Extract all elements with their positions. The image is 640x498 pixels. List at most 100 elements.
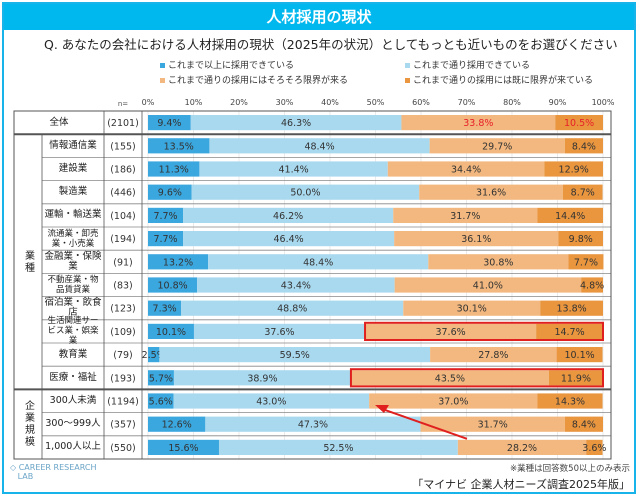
bar-segment bbox=[148, 370, 174, 386]
data-label: 10.5% bbox=[564, 118, 594, 129]
group-label: 業種 bbox=[22, 249, 34, 274]
data-label: 43.4% bbox=[281, 281, 311, 292]
bar-segment bbox=[401, 115, 556, 131]
data-label: 30.8% bbox=[483, 257, 513, 268]
data-label: 36.1% bbox=[461, 234, 491, 245]
bar-segment bbox=[556, 347, 603, 363]
bar-segment bbox=[544, 161, 603, 177]
bar-segment bbox=[183, 231, 395, 247]
n-value: (186) bbox=[110, 165, 136, 176]
x-tick-label: 10% bbox=[185, 98, 203, 107]
n-value: (2101) bbox=[107, 118, 139, 129]
data-label: 14.3% bbox=[555, 397, 585, 408]
row-label: 医療・福祉 bbox=[49, 371, 97, 383]
legend-item: これまで以上に採用できている bbox=[160, 58, 294, 71]
data-label: 13.5% bbox=[164, 141, 194, 152]
x-tick-label: 20% bbox=[230, 98, 248, 107]
data-label: 46.3% bbox=[281, 118, 311, 129]
data-label: 52.5% bbox=[323, 443, 353, 454]
data-label: 11.9% bbox=[561, 373, 591, 384]
bar-segment bbox=[393, 207, 538, 223]
bar-segment bbox=[148, 347, 160, 363]
bar-segment bbox=[205, 416, 421, 432]
row-label: 生活関連サービス業・娯楽業 bbox=[47, 316, 99, 347]
n-value: (79) bbox=[113, 350, 133, 361]
n-value: (550) bbox=[110, 443, 136, 454]
bar-segment bbox=[365, 323, 537, 339]
n-value: (91) bbox=[113, 257, 133, 268]
data-label: 11.3% bbox=[159, 165, 189, 176]
bar-segment bbox=[537, 393, 603, 409]
bar-segment bbox=[369, 393, 538, 409]
bar-segment bbox=[181, 300, 404, 316]
data-label: 43.5% bbox=[435, 373, 465, 384]
n-label: n= bbox=[118, 100, 128, 108]
bar-segment bbox=[562, 184, 603, 200]
bar-segment bbox=[148, 300, 182, 316]
data-label: 10.1% bbox=[564, 350, 594, 361]
legend-item: これまで通りの採用には既に限界が来ている bbox=[405, 73, 593, 86]
bar-segment bbox=[148, 254, 209, 270]
data-label: 29.7% bbox=[482, 141, 512, 152]
data-label: 5.6% bbox=[149, 397, 173, 408]
row-label: 1,000人以上 bbox=[45, 441, 101, 453]
source: 「マイナビ 企業人材ニーズ調査2025年版」 bbox=[412, 478, 630, 491]
bar-segment bbox=[173, 370, 351, 386]
n-value: (357) bbox=[110, 420, 136, 431]
bar-segment bbox=[429, 138, 565, 154]
footnote: ※業種は回答数50以上のみ表示 bbox=[510, 464, 630, 474]
bar-segment bbox=[428, 254, 569, 270]
n-value: (446) bbox=[110, 188, 136, 199]
bar-segment bbox=[387, 161, 545, 177]
data-label: 48.4% bbox=[303, 257, 333, 268]
data-label: 13.2% bbox=[163, 257, 193, 268]
data-label: 9.6% bbox=[158, 188, 182, 199]
n-value: (1194) bbox=[107, 397, 139, 408]
data-label: 4.8% bbox=[580, 281, 604, 292]
data-label: 2.5% bbox=[142, 350, 166, 361]
row-label: 宿泊業・飲食店 bbox=[44, 297, 102, 319]
row-label: 教育業 bbox=[58, 348, 88, 360]
data-label: 41.0% bbox=[473, 281, 503, 292]
data-label: 27.8% bbox=[478, 350, 508, 361]
data-label: 31.7% bbox=[450, 211, 480, 222]
bar-segment bbox=[148, 416, 206, 432]
bar-segment bbox=[208, 254, 429, 270]
bar-segment bbox=[148, 207, 184, 223]
data-label: 48.4% bbox=[304, 141, 334, 152]
x-tick-label: 100% bbox=[592, 98, 615, 107]
row-label: 建設業 bbox=[58, 162, 88, 174]
bar-segment bbox=[420, 416, 565, 432]
data-label: 13.8% bbox=[557, 304, 587, 315]
data-label: 33.8% bbox=[463, 118, 493, 129]
bar-segment bbox=[173, 393, 370, 409]
x-tick-label: 0% bbox=[142, 98, 155, 107]
data-label: 46.4% bbox=[274, 234, 304, 245]
arrow-head-icon bbox=[375, 405, 389, 413]
n-value: (193) bbox=[110, 373, 136, 384]
data-label: 7.7% bbox=[153, 211, 177, 222]
bar-segment bbox=[394, 277, 582, 293]
data-label: 28.2% bbox=[507, 443, 537, 454]
bar-segment bbox=[548, 370, 603, 386]
bar-segment bbox=[564, 416, 603, 432]
bar-segment bbox=[394, 231, 559, 247]
highlight-box bbox=[349, 368, 604, 388]
data-label: 9.4% bbox=[157, 118, 181, 129]
data-label: 7.7% bbox=[574, 257, 598, 268]
data-label: 5.7% bbox=[149, 373, 173, 384]
x-tick-label: 60% bbox=[412, 98, 430, 107]
x-tick-label: 80% bbox=[503, 98, 521, 107]
data-label: 37.0% bbox=[438, 397, 468, 408]
data-label: 59.5% bbox=[280, 350, 310, 361]
logo: ◇ CAREER RESEARCH LAB bbox=[10, 463, 97, 481]
data-label: 8.7% bbox=[571, 188, 595, 199]
bar-segment bbox=[191, 184, 420, 200]
bar-segment bbox=[148, 439, 219, 455]
data-label: 10.1% bbox=[156, 327, 186, 338]
data-label: 14.7% bbox=[554, 327, 584, 338]
bar-segment bbox=[536, 323, 603, 339]
data-label: 7.7% bbox=[153, 234, 177, 245]
bar-segment bbox=[581, 277, 603, 293]
data-label: 30.1% bbox=[457, 304, 487, 315]
